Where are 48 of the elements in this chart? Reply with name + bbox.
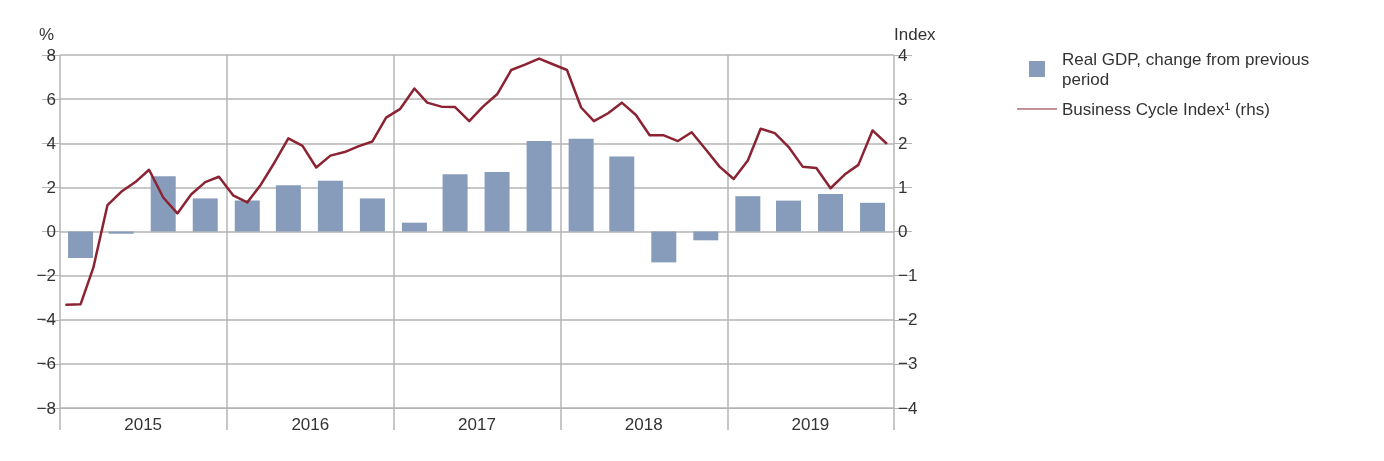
line-series bbox=[65, 57, 888, 306]
bar bbox=[401, 222, 427, 232]
bar bbox=[860, 202, 886, 232]
y-tick-label: 8 bbox=[46, 45, 56, 65]
x-tick-label: 2018 bbox=[624, 415, 663, 434]
y2-tick-label: 0 bbox=[898, 222, 908, 241]
bar bbox=[775, 200, 801, 232]
y2-axis-title: Index bbox=[894, 25, 937, 44]
x-tick-label: 2017 bbox=[458, 415, 496, 434]
y2-tick-label: −2 bbox=[898, 310, 918, 330]
y-tick-label: −2 bbox=[36, 266, 56, 286]
bar bbox=[651, 231, 677, 263]
y-tick-label: 2 bbox=[46, 177, 56, 197]
bar bbox=[735, 196, 761, 232]
legend-label: Real GDP, change from previous period bbox=[1062, 49, 1314, 89]
bar bbox=[317, 180, 343, 232]
y-tick-label: 4 bbox=[46, 133, 56, 153]
y2-tick-label: 1 bbox=[898, 177, 908, 197]
bar bbox=[108, 231, 134, 234]
bar bbox=[526, 141, 552, 232]
y-tick-label: −6 bbox=[36, 354, 56, 374]
y2-tick-label: −3 bbox=[898, 354, 918, 374]
bar bbox=[693, 231, 719, 241]
y2-tick-label: 4 bbox=[898, 45, 908, 65]
y-tick-label: 6 bbox=[46, 89, 56, 109]
y-tick-label: −4 bbox=[36, 310, 56, 330]
bar bbox=[568, 138, 594, 232]
bar bbox=[68, 231, 94, 258]
bar bbox=[234, 200, 260, 232]
bar bbox=[818, 193, 844, 232]
bar bbox=[442, 174, 468, 232]
y2-tick-label: −1 bbox=[898, 266, 918, 286]
bar bbox=[484, 171, 510, 232]
y-tick-label: 0 bbox=[46, 222, 56, 241]
y2-tick-label: 2 bbox=[898, 133, 908, 153]
y-axis-title: % bbox=[38, 25, 54, 44]
y2-tick-label: 3 bbox=[898, 89, 908, 109]
bar bbox=[359, 198, 385, 232]
y-tick-label: −8 bbox=[36, 398, 56, 418]
bar bbox=[275, 185, 301, 232]
x-tick-label: 2019 bbox=[791, 415, 830, 434]
x-tick-label: 2015 bbox=[124, 415, 163, 434]
x-tick-label: 2016 bbox=[291, 415, 330, 434]
bar bbox=[609, 156, 635, 232]
bar bbox=[192, 198, 218, 232]
bar bbox=[150, 176, 176, 232]
legend-label: Business Cycle Index¹ (rhs) bbox=[1062, 99, 1270, 119]
y2-tick-label: −4 bbox=[898, 398, 918, 418]
